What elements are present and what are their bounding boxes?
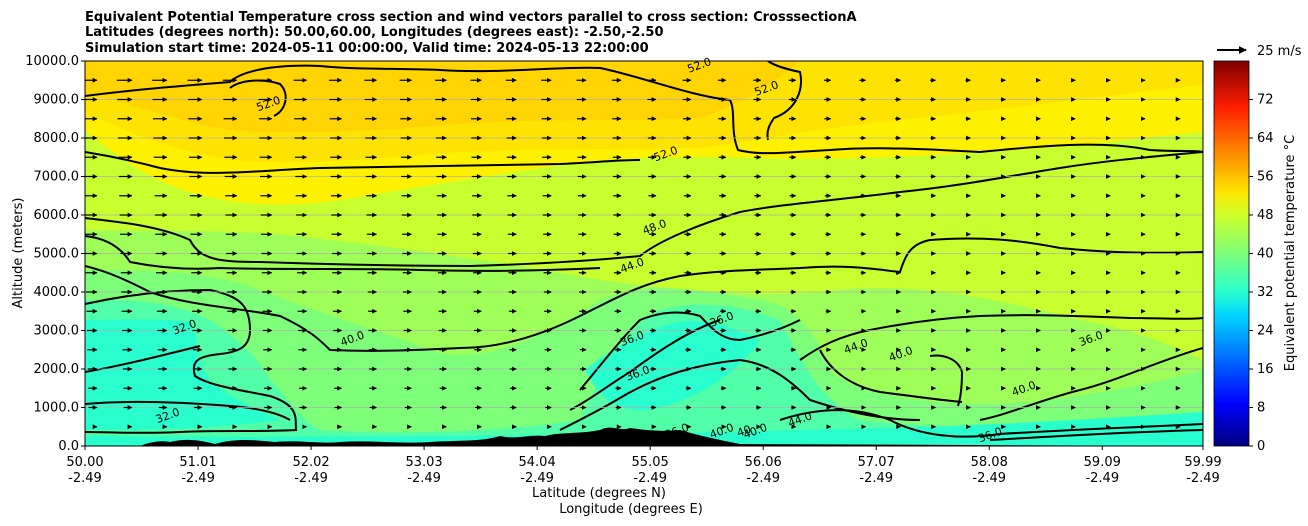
x-tick-lat-8: 58.08 xyxy=(971,455,1008,470)
colorbar-tick-label-1: 8 xyxy=(1257,401,1265,416)
x-tick-lat-4: 54.04 xyxy=(519,455,556,470)
x-axis-label-latitude: Latitude (degrees N) xyxy=(532,486,666,501)
title-line-1: Equivalent Potential Temperature cross s… xyxy=(85,10,857,25)
y-tick-label-3: 3000.0 xyxy=(34,324,80,339)
x-tick-lat-6: 56.06 xyxy=(745,455,782,470)
x-tick-lon-3: -2.49 xyxy=(407,471,441,486)
quiver-key-label: 25 m/s xyxy=(1257,44,1302,59)
quiver-key: 25 m/s xyxy=(1217,44,1302,59)
x-tick-lat-1: 51.01 xyxy=(179,455,216,470)
x-tick-lon-2: -2.49 xyxy=(294,471,328,486)
y-tick-label-5: 5000.0 xyxy=(34,247,80,262)
colorbar-label: Equivalent potential temperature °C xyxy=(1283,135,1298,371)
wind-vectors xyxy=(85,77,1181,430)
x-tick-lon-10: -2.49 xyxy=(1186,471,1220,486)
colorbar xyxy=(1213,60,1250,447)
x-axis-label-longitude: Longitude (degrees E) xyxy=(559,502,703,517)
y-axis-label: Altitude (meters) xyxy=(11,198,26,309)
x-tick-lat-7: 57.07 xyxy=(858,455,895,470)
colorbar-tick-label-7: 56 xyxy=(1257,170,1274,185)
x-tick-lon-7: -2.49 xyxy=(859,471,893,486)
x-tick-lon-9: -2.49 xyxy=(1085,471,1119,486)
x-tick-lon-1: -2.49 xyxy=(181,471,215,486)
x-tick-lat-0: 50.00 xyxy=(66,455,103,470)
y-axis: 0.0 1000.0 2000.0 3000.0 4000.0 5000.0 6000.0 7… xyxy=(25,54,85,454)
filled-field xyxy=(85,61,1203,446)
title-line-3: Simulation start time: 2024-05-11 00:00:… xyxy=(85,41,649,56)
x-tick-lat-10: 59.99 xyxy=(1184,455,1221,470)
contour-labels: 52.052.052.052.048.044.040.040.036.036.0… xyxy=(154,55,1105,445)
y-tick-label-2: 2000.0 xyxy=(34,362,80,377)
colorbar-tick-label-9: 72 xyxy=(1257,93,1274,108)
colorbar-tick-label-4: 32 xyxy=(1257,285,1274,300)
x-tick-lon-5: -2.49 xyxy=(633,471,667,486)
y-tick-label-1: 1000.0 xyxy=(34,401,80,416)
y-tick-label-9: 9000.0 xyxy=(34,93,80,108)
x-tick-lon-6: -2.49 xyxy=(746,471,780,486)
x-tick-lon-0: -2.49 xyxy=(68,471,102,486)
x-tick-lat-2: 52.02 xyxy=(292,455,329,470)
colorbar-ticks: 0 8 16 24 32 40 48 56 64 72 xyxy=(1249,93,1274,454)
x-tick-lat-9: 59.09 xyxy=(1084,455,1121,470)
title-line-2: Latitudes (degrees north): 50.00,60.00, … xyxy=(85,25,664,40)
y-tick-label-8: 8000.0 xyxy=(34,131,80,146)
x-tick-lon-8: -2.49 xyxy=(972,471,1006,486)
x-tick-lon-4: -2.49 xyxy=(520,471,554,486)
colorbar-tick-label-5: 40 xyxy=(1257,247,1274,262)
colorbar-tick-label-2: 16 xyxy=(1257,362,1274,377)
colorbar-tick-label-6: 48 xyxy=(1257,208,1274,223)
y-tick-label-10: 10000.0 xyxy=(25,54,79,69)
x-tick-lat-3: 53.03 xyxy=(405,455,442,470)
y-tick-label-7: 7000.0 xyxy=(34,170,80,185)
y-tick-label-0: 0.0 xyxy=(58,439,79,454)
colorbar-tick-label-8: 64 xyxy=(1257,131,1274,146)
y-tick-label-6: 6000.0 xyxy=(34,208,80,223)
contour-label-19: 40 xyxy=(735,423,753,440)
colorbar-tick-label-0: 0 xyxy=(1257,439,1265,454)
colorbar-tick-label-3: 24 xyxy=(1257,324,1274,339)
x-tick-lat-5: 55.05 xyxy=(632,455,669,470)
x-axis: 50.00-2.4951.01-2.4952.02-2.4953.03-2.49… xyxy=(66,446,1222,486)
y-tick-label-4: 4000.0 xyxy=(34,285,80,300)
